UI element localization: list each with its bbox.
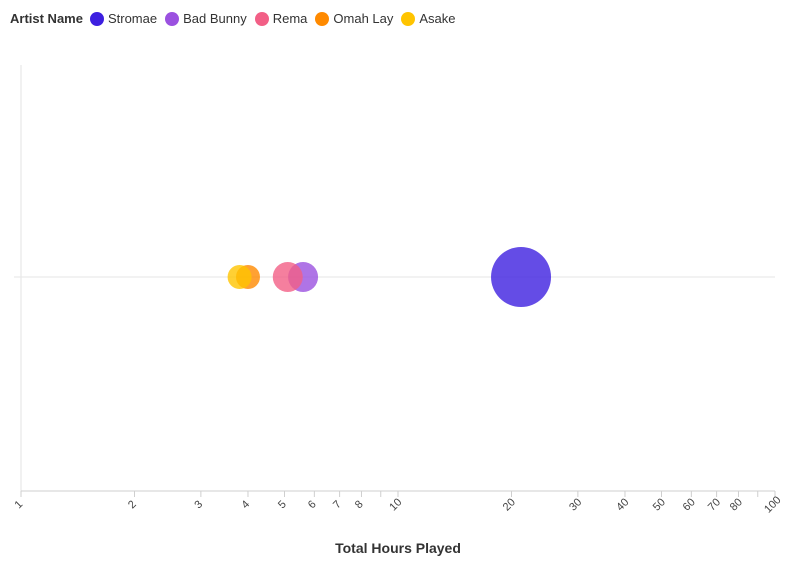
legend-item[interactable]: Rema [254, 11, 308, 26]
x-tick-label: 100 [762, 494, 783, 515]
x-tick-label: 4 [239, 498, 252, 511]
legend-label: Stromae [107, 11, 158, 26]
x-tick-label: 60 [681, 496, 698, 513]
x-tick-label: 30 [567, 496, 584, 513]
legend-swatch [315, 11, 330, 26]
legend-item[interactable]: Bad Bunny [165, 11, 247, 26]
x-tick-label: 5 [276, 498, 289, 511]
legend-swatch [401, 11, 416, 26]
bubble-asake[interactable] [227, 265, 252, 289]
x-tick-label: 20 [501, 496, 518, 513]
legend-title: Artist Name [10, 11, 83, 26]
legend-swatch [254, 11, 269, 26]
x-tick-label: 80 [728, 496, 745, 513]
bubble-rema[interactable] [272, 262, 303, 292]
x-tick-label: 1 [12, 498, 25, 511]
chart-axes: 1 2 3 4 5 6 7 8 10 20 30 40 50 60 70 80 100 [12, 65, 784, 516]
legend-label: Omah Lay [333, 11, 394, 26]
x-axis-title: Total Hours Played [335, 540, 461, 556]
legend-items: Stromae Bad Bunny Rema Omah Lay Asake [89, 11, 464, 26]
x-tick-label: 3 [192, 498, 205, 511]
legend-item[interactable]: Stromae [89, 11, 158, 26]
legend-label: Asake [419, 11, 456, 26]
legend-item[interactable]: Omah Lay [315, 11, 393, 26]
x-tick-label: 50 [651, 496, 668, 513]
legend-item[interactable]: Asake [401, 11, 456, 26]
legend-swatch [165, 11, 180, 26]
x-tick-label: 6 [306, 498, 319, 511]
x-tick-label: 8 [353, 498, 366, 511]
legend-swatch [89, 11, 104, 26]
x-tick-label: 7 [331, 498, 344, 511]
x-tick-label: 70 [706, 496, 723, 513]
x-tick-label: 2 [126, 498, 139, 511]
legend-label: Bad Bunny [183, 11, 247, 26]
legend-label: Rema [272, 11, 308, 26]
chart-legend: Artist Name Stromae Bad Bunny Rema Omah Lay… [10, 11, 464, 26]
bubble-stromae[interactable] [491, 247, 552, 307]
x-tick-label: 10 [387, 496, 404, 513]
x-tick-label: 40 [614, 496, 631, 513]
chart-marks [227, 247, 552, 307]
